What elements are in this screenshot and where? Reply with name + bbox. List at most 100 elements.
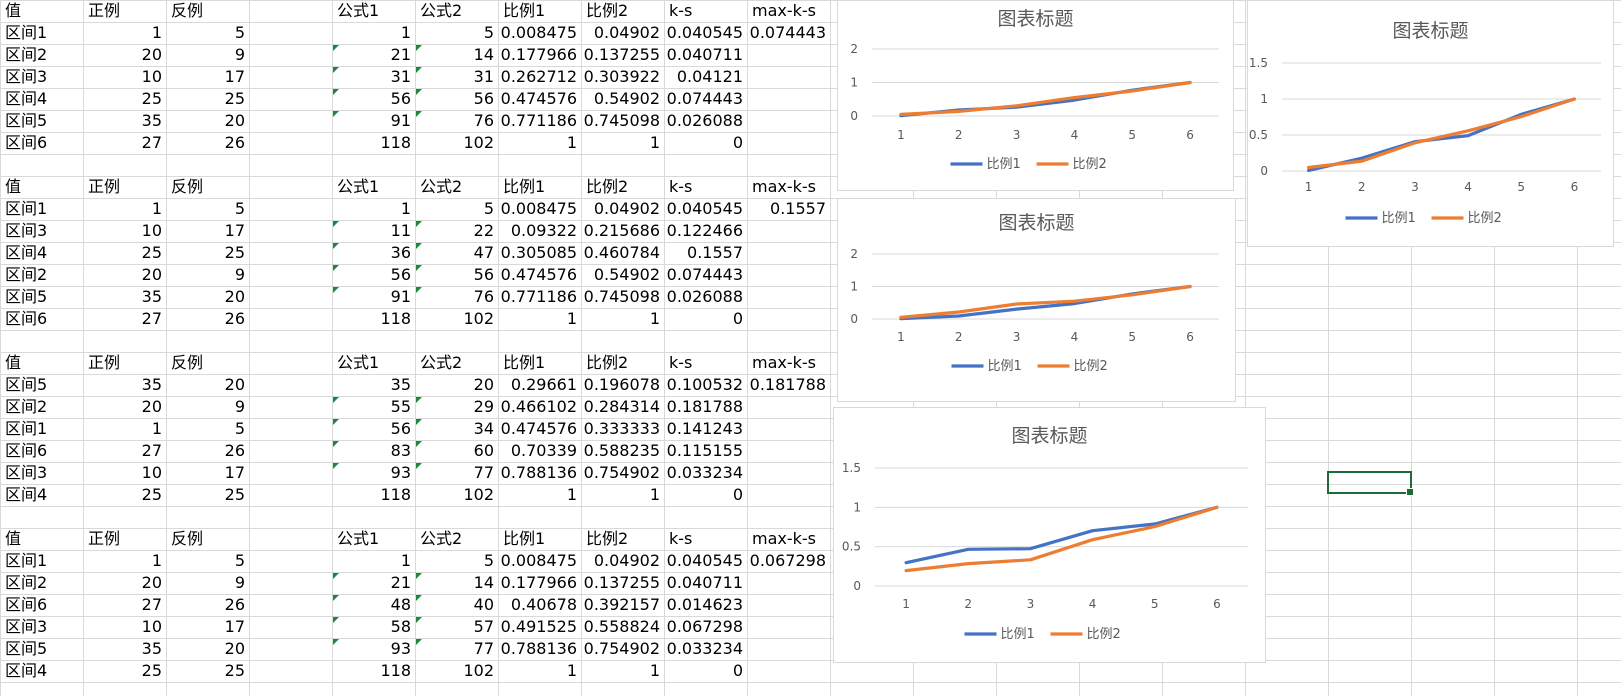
header-cell[interactable]: 公式1: [337, 1, 380, 20]
data-cell[interactable]: 10: [141, 617, 162, 636]
data-cell[interactable]: 0.333333: [583, 419, 660, 438]
data-cell[interactable]: 0.745098: [583, 287, 660, 306]
data-cell[interactable]: 20: [141, 397, 162, 416]
data-cell[interactable]: 0.033234: [666, 639, 743, 658]
series-line-2[interactable]: [899, 284, 1192, 320]
data-cell[interactable]: 76: [415, 110, 498, 132]
data-cell[interactable]: 0.196078: [583, 375, 660, 394]
row-label-cell[interactable]: 区间6: [5, 595, 48, 614]
data-cell[interactable]: 0.177966: [500, 45, 577, 64]
data-cell[interactable]: 0.04902: [593, 551, 660, 570]
data-cell[interactable]: 20: [141, 265, 162, 284]
data-cell[interactable]: 25: [224, 485, 245, 504]
data-cell[interactable]: 14: [415, 572, 498, 594]
data-cell[interactable]: 1: [151, 551, 162, 570]
data-cell[interactable]: 0.040545: [666, 23, 743, 42]
header-cell[interactable]: 值: [5, 177, 22, 196]
data-cell[interactable]: 35: [141, 111, 162, 130]
header-cell[interactable]: 公式2: [420, 353, 463, 372]
data-cell[interactable]: 31: [332, 66, 415, 88]
data-cell[interactable]: 1: [400, 23, 411, 42]
data-cell[interactable]: 17: [224, 67, 245, 86]
data-cell[interactable]: 20: [473, 375, 494, 394]
chart-title[interactable]: 图表标题: [998, 212, 1074, 234]
data-cell[interactable]: 0: [732, 661, 743, 680]
row-label-cell[interactable]: 区间4: [5, 243, 48, 262]
max-ks-value[interactable]: 0.1557: [770, 199, 826, 218]
header-cell[interactable]: k-s: [669, 1, 693, 20]
data-cell[interactable]: 27: [141, 595, 162, 614]
row-label-cell[interactable]: 区间4: [5, 89, 48, 108]
legend-label[interactable]: 比例1: [1382, 211, 1416, 226]
data-cell[interactable]: 9: [234, 265, 245, 284]
chart-title[interactable]: 图表标题: [1392, 20, 1468, 42]
data-cell[interactable]: 35: [390, 375, 411, 394]
row-label-cell[interactable]: 区间5: [5, 111, 48, 130]
header-cell[interactable]: 正例: [88, 177, 121, 196]
header-cell[interactable]: 比例2: [586, 529, 629, 548]
data-cell[interactable]: 26: [224, 595, 245, 614]
data-cell[interactable]: 0.1557: [687, 243, 743, 262]
row-label-cell[interactable]: 区间5: [5, 287, 48, 306]
row-label-cell[interactable]: 区间5: [5, 639, 48, 658]
data-cell[interactable]: 11: [332, 220, 415, 242]
data-cell[interactable]: 93: [332, 638, 415, 660]
data-cell[interactable]: 102: [463, 309, 494, 328]
row-label-cell[interactable]: 区间4: [5, 661, 48, 680]
header-cell[interactable]: 比例1: [503, 529, 546, 548]
chart-title[interactable]: 图表标题: [997, 8, 1073, 30]
header-cell[interactable]: 公式1: [337, 529, 380, 548]
header-cell[interactable]: k-s: [669, 529, 693, 548]
data-cell[interactable]: 83: [332, 440, 415, 462]
data-cell[interactable]: 118: [380, 485, 411, 504]
data-cell[interactable]: 0.788136: [500, 463, 577, 482]
data-cell[interactable]: 58: [332, 616, 415, 638]
header-cell[interactable]: 值: [5, 529, 22, 548]
data-cell[interactable]: 10: [141, 221, 162, 240]
series-line-2[interactable]: [899, 80, 1192, 117]
row-label-cell[interactable]: 区间3: [5, 221, 48, 240]
data-cell[interactable]: 60: [415, 440, 498, 462]
data-cell[interactable]: 56: [332, 418, 415, 440]
header-cell[interactable]: 值: [5, 1, 22, 20]
data-cell[interactable]: 0.04902: [593, 199, 660, 218]
row-label-cell[interactable]: 区间2: [5, 573, 48, 592]
data-cell[interactable]: 20: [141, 573, 162, 592]
data-cell[interactable]: 56: [332, 264, 415, 286]
data-cell[interactable]: 25: [141, 661, 162, 680]
data-cell[interactable]: 0.074443: [666, 265, 743, 284]
data-cell[interactable]: 0.788136: [500, 639, 577, 658]
data-cell[interactable]: 35: [141, 639, 162, 658]
data-cell[interactable]: 5: [234, 23, 245, 42]
data-cell[interactable]: 0.040711: [666, 45, 743, 64]
data-cell[interactable]: 0.754902: [583, 639, 660, 658]
data-cell[interactable]: 91: [332, 286, 415, 308]
data-cell[interactable]: 118: [380, 133, 411, 152]
row-label-cell[interactable]: 区间3: [5, 67, 48, 86]
data-cell[interactable]: 27: [141, 309, 162, 328]
data-cell[interactable]: 0.771186: [500, 111, 577, 130]
data-cell[interactable]: 25: [141, 243, 162, 262]
header-cell[interactable]: 反例: [171, 353, 204, 372]
data-cell[interactable]: 0.040545: [666, 199, 743, 218]
data-cell[interactable]: 27: [141, 441, 162, 460]
header-cell[interactable]: k-s: [669, 177, 693, 196]
data-cell[interactable]: 47: [415, 242, 498, 264]
data-cell[interactable]: 35: [141, 375, 162, 394]
data-cell[interactable]: 1: [400, 199, 411, 218]
data-cell[interactable]: 0.558824: [583, 617, 660, 636]
header-cell[interactable]: 比例1: [503, 1, 546, 20]
data-cell[interactable]: 0.014623: [666, 595, 743, 614]
data-cell[interactable]: 0.008475: [500, 199, 577, 218]
data-cell[interactable]: 17: [224, 463, 245, 482]
data-cell[interactable]: 5: [234, 199, 245, 218]
data-cell[interactable]: 21: [332, 44, 415, 66]
data-cell[interactable]: 0.215686: [583, 221, 660, 240]
header-cell[interactable]: 正例: [88, 529, 121, 548]
header-cell[interactable]: 比例2: [586, 177, 629, 196]
data-cell[interactable]: 0.40678: [510, 595, 577, 614]
header-cell[interactable]: 正例: [88, 1, 121, 20]
line-chart-3[interactable]: 图表标题 0 1 2 1 2 3 4 5 6 比例1 比例2: [837, 198, 1236, 402]
header-cell[interactable]: 比例2: [586, 353, 629, 372]
data-cell[interactable]: 0.771186: [500, 287, 577, 306]
